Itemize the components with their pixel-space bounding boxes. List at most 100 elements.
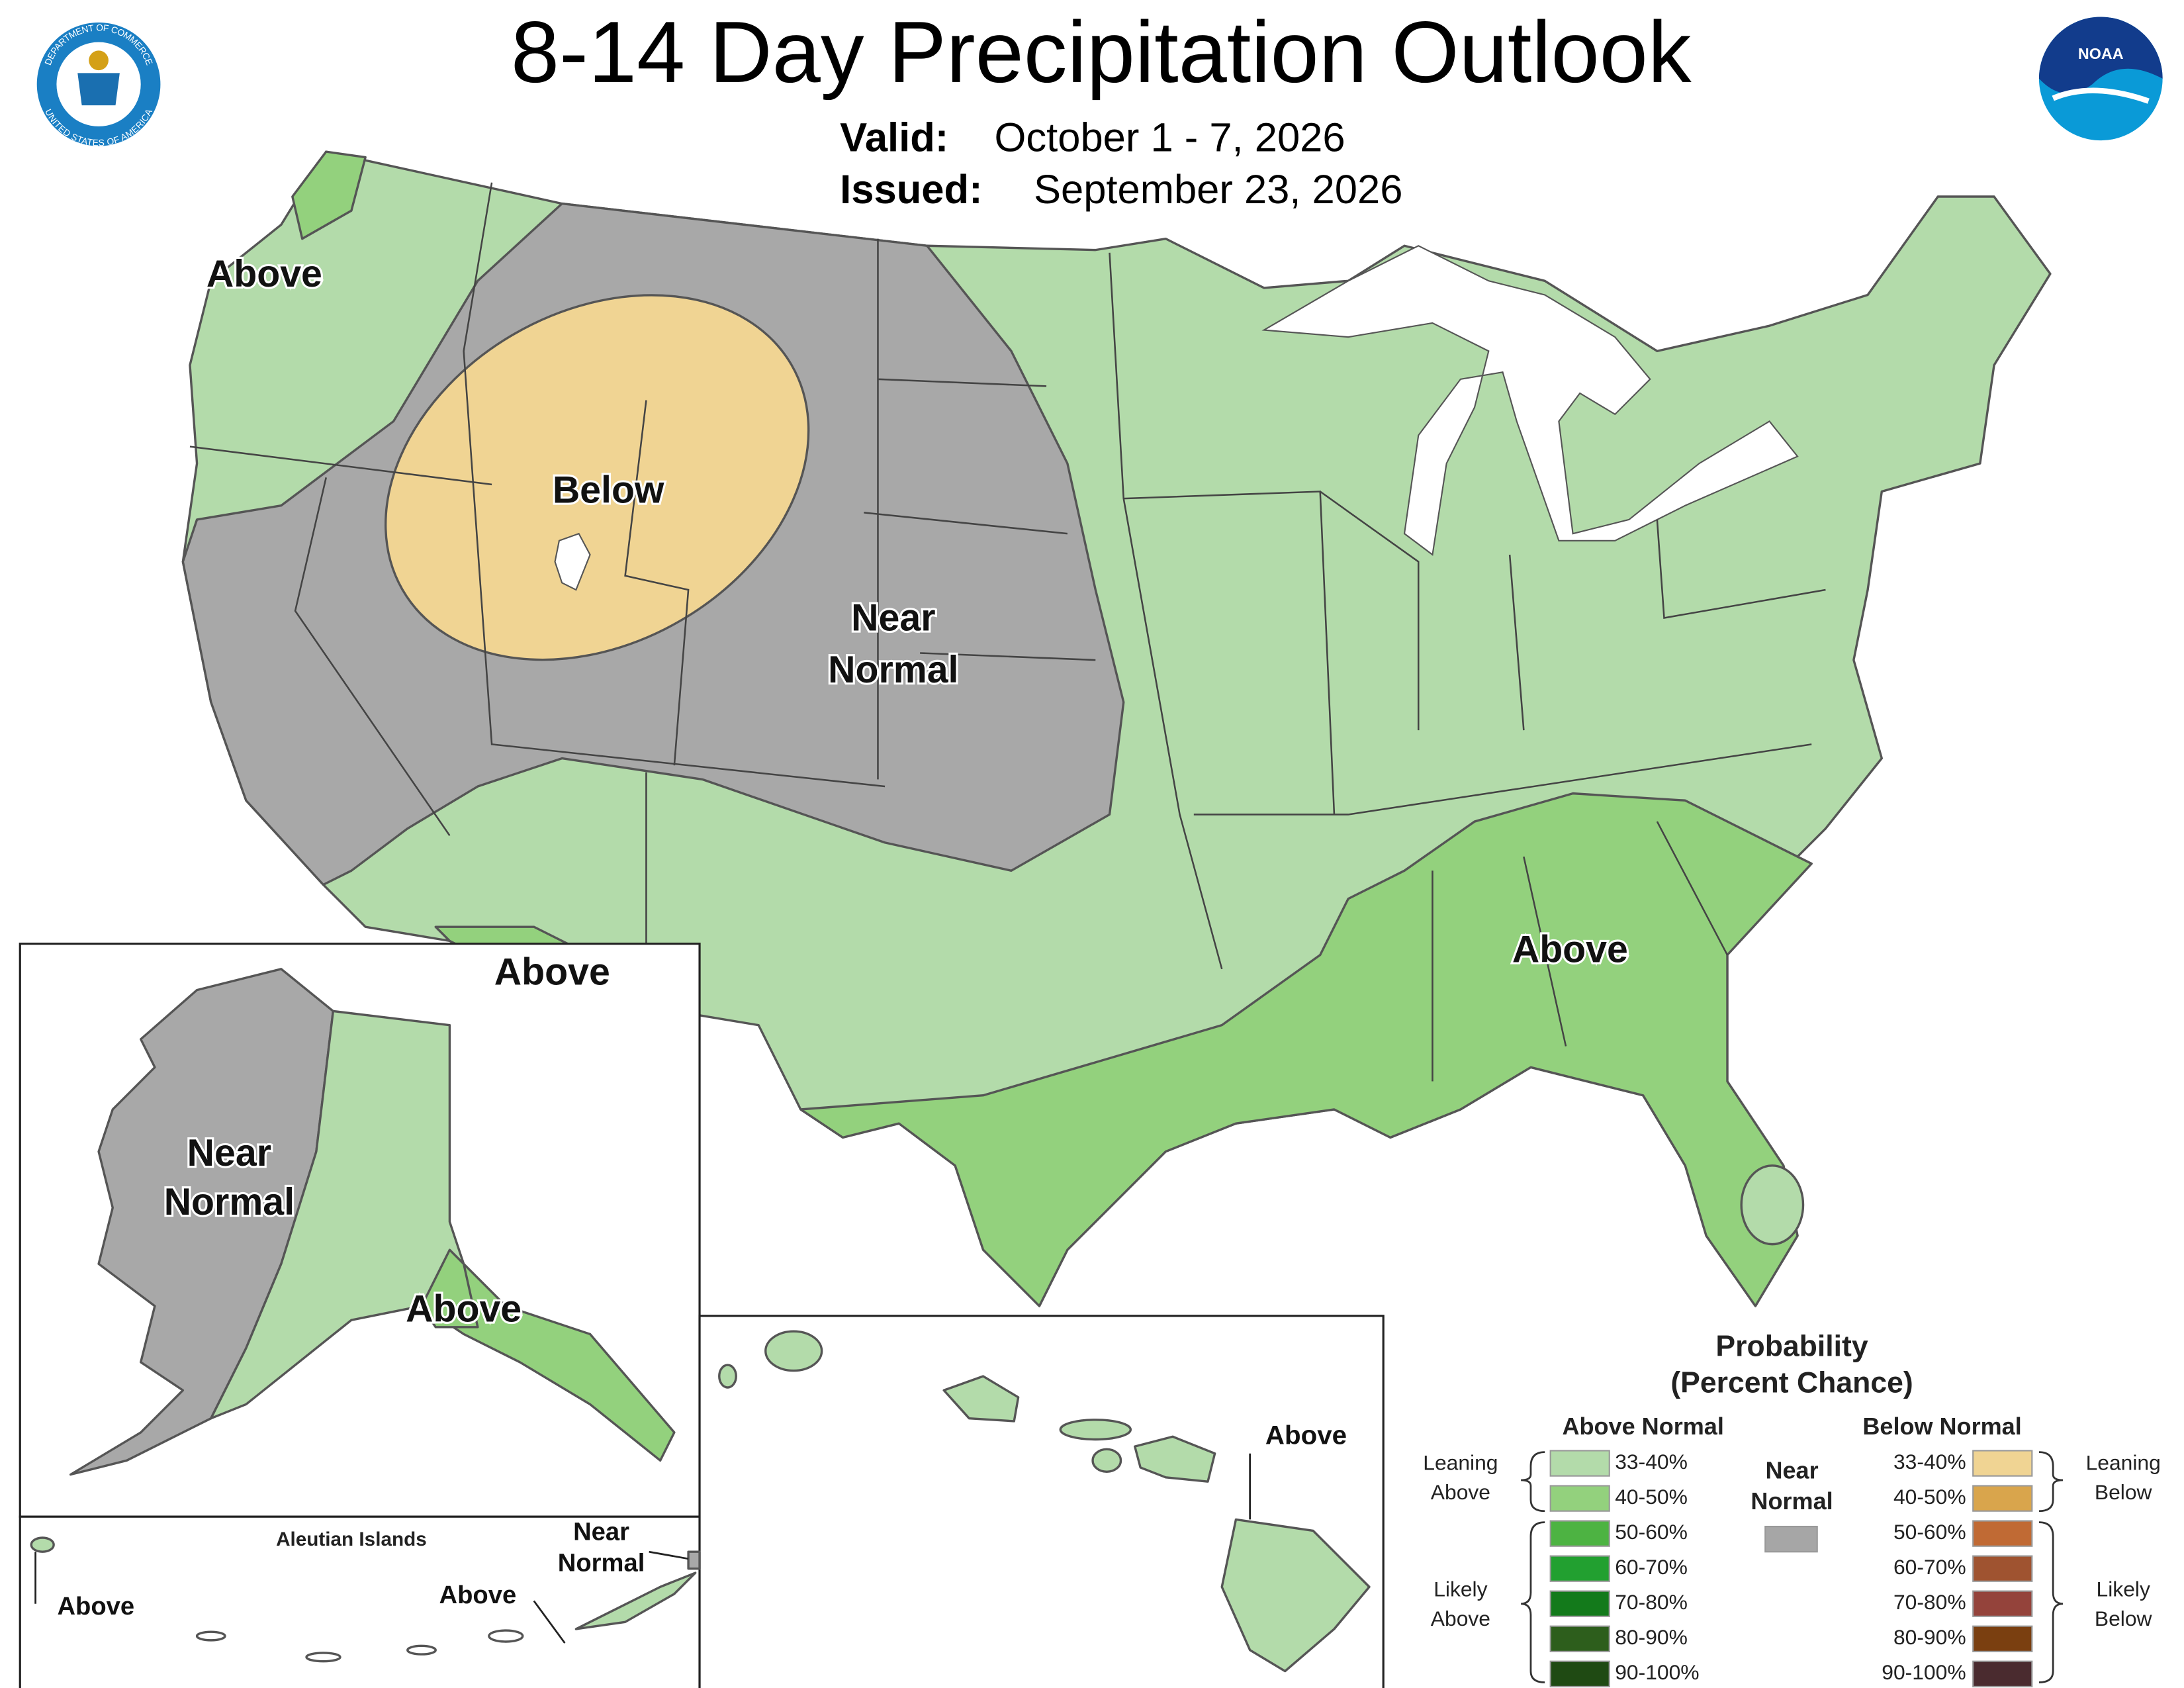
legend-below-label: 60-70%	[1893, 1555, 1966, 1579]
legend-below-label: 50-60%	[1893, 1520, 1966, 1544]
island	[1059, 1419, 1132, 1441]
legend-below-label: 33-40%	[1893, 1450, 1966, 1474]
legend-below-swatch	[1972, 1590, 2033, 1617]
legend-below-swatch	[1972, 1485, 2033, 1512]
region-label-line: Below	[553, 469, 664, 512]
region-label-line: Above	[494, 951, 610, 993]
insets	[19, 943, 1385, 1688]
legend-bracket-label: Likely Above	[1431, 1577, 1490, 1631]
legend-below-header: Below Normal	[1862, 1413, 2021, 1440]
leader-line	[649, 1550, 689, 1560]
legend-below-swatch	[1972, 1660, 2033, 1687]
island	[305, 1652, 341, 1663]
legend-bracket-label-line: Above	[1431, 1607, 1490, 1631]
island	[1091, 1448, 1122, 1473]
region-label: Near Normal	[828, 597, 958, 691]
region-label-line: Near	[851, 597, 935, 639]
legend-above-header: Above Normal	[1562, 1413, 1723, 1440]
title: 8-14 Day Precipitation Outlook	[511, 3, 1692, 101]
legend-near-label-line: Normal	[1751, 1487, 1833, 1514]
legend-bracket-label-line: Below	[2095, 1481, 2153, 1505]
commerce-seal: DEPARTMENT OF COMMERCE UNITED STATES OF …	[36, 22, 161, 148]
legend-title: Probability	[1715, 1330, 1868, 1362]
region-label-line: Normal	[828, 649, 958, 691]
leaning-below-region	[384, 294, 810, 661]
legend-bracket-label-line: Below	[2095, 1607, 2153, 1631]
aleutian-box	[19, 1515, 701, 1688]
state-border-lines	[189, 182, 1826, 1082]
legend-above-label: 50-60%	[1615, 1520, 1688, 1544]
hawaii-label: Above	[1265, 1420, 1347, 1450]
valid-label: Valid:	[840, 115, 948, 160]
legend-above-swatch	[1549, 1485, 1610, 1512]
region-label-line: Above	[206, 253, 322, 295]
bracket	[2038, 1521, 2064, 1683]
legend-bracket-label-line: Likely	[1433, 1577, 1487, 1601]
legend-above-label: 33-40%	[1615, 1450, 1688, 1474]
aleutian-label: Near Normal	[558, 1518, 645, 1577]
valid-date: October 1 - 7, 2026	[995, 115, 1345, 160]
region-label: Above	[1512, 928, 1628, 970]
legend-above-swatch	[1549, 1590, 1610, 1617]
alaska-label-line: Above	[406, 1288, 522, 1331]
region-label-line: Above	[1512, 928, 1628, 970]
island	[1134, 1435, 1216, 1483]
island-chain	[574, 1571, 697, 1630]
alaska-label-line: Near	[187, 1132, 271, 1174]
legend-bracket-label-line: Leaning	[1423, 1451, 1498, 1475]
hawaii-label-line: Above	[1265, 1420, 1347, 1450]
seal-shield	[77, 73, 120, 106]
island	[1220, 1518, 1371, 1673]
legend-above-swatch	[1549, 1450, 1610, 1477]
aleutian-label: Above	[57, 1592, 134, 1620]
legend-above-label: 80-90%	[1615, 1625, 1688, 1649]
legend-below-label: 80-90%	[1893, 1625, 1966, 1649]
legend-below-swatch	[1972, 1555, 2033, 1582]
legend-bracket-label-line: Likely	[2097, 1577, 2150, 1601]
legend-below-label: 70-80%	[1893, 1590, 1966, 1614]
legend-bracket-label: Likely Below	[2095, 1577, 2153, 1631]
aleutian-label-line: Above	[439, 1581, 517, 1609]
aleutian-label: Above	[439, 1581, 517, 1609]
bracket	[2038, 1451, 2064, 1513]
washington-above-region	[291, 150, 367, 240]
aleutian-title: Aleutian Islands	[276, 1528, 427, 1550]
leader-lines	[34, 1453, 1251, 1644]
bracket	[1521, 1521, 1545, 1683]
conus	[181, 150, 2052, 1307]
legend-near-label-line: Near	[1765, 1456, 1818, 1483]
noaa-gull	[2052, 87, 2150, 104]
legend-above-swatch	[1549, 1555, 1610, 1582]
region-label: Below	[553, 469, 664, 512]
island	[942, 1375, 1020, 1423]
legend-near-label: Near Normal	[1751, 1456, 1833, 1515]
legend-bracket-label: Leaning Above	[1423, 1451, 1498, 1505]
legend-bracket-label-line: Above	[1431, 1481, 1490, 1505]
issued-label: Issued:	[840, 167, 982, 212]
legend-subtitle: (Percent Chance)	[1670, 1367, 1913, 1399]
legend-above-swatch	[1549, 1520, 1610, 1547]
legend-bracket-label: Leaning Below	[2086, 1451, 2161, 1505]
alaska-above-coast	[420, 1248, 479, 1329]
legend-below-swatch	[1972, 1625, 2033, 1652]
leader-line	[533, 1600, 566, 1644]
alaska-label: Above	[406, 1288, 522, 1331]
region-label: Above	[206, 253, 322, 295]
hawaii-islands	[718, 1330, 1371, 1673]
legend-above-swatch	[1549, 1660, 1610, 1687]
island	[718, 1364, 737, 1389]
noaa-logo: NOAA	[2038, 17, 2163, 141]
legend-below-label: 40-50%	[1893, 1485, 1966, 1509]
legend-bracket-label-line: Leaning	[2086, 1451, 2161, 1475]
aleutian-islands	[30, 1536, 701, 1663]
legend-above-swatch	[1549, 1625, 1610, 1652]
issued-date: September 23, 2026	[1034, 167, 1402, 212]
labels: Above Below Near Normal Above Above Near Normal…	[55, 251, 2161, 1687]
alaska-label-line: Normal	[164, 1181, 295, 1223]
legend-below-label: 90-100%	[1882, 1660, 1966, 1684]
region-label: Above	[494, 951, 610, 993]
peninsula-tip	[687, 1550, 701, 1570]
florida-leaning-above	[1740, 1164, 1805, 1246]
